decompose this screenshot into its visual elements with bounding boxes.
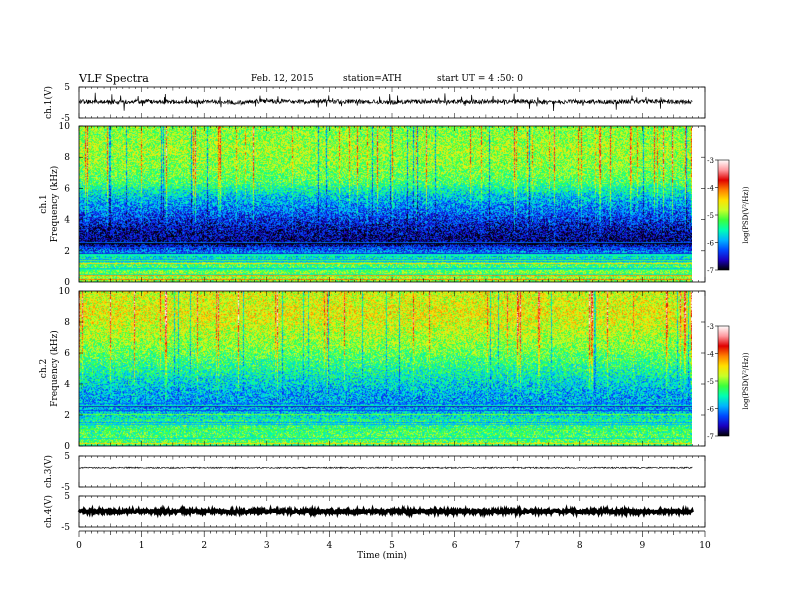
colorbar-tick-label: -5 [707, 212, 714, 220]
time-axis-tick-label: 7 [514, 541, 520, 551]
time-axis-tick-label: 6 [452, 541, 458, 551]
date-label: Feb. 12, 2015 [251, 74, 314, 84]
ylabel-ch1-waveform: ch.1(V) [43, 86, 54, 119]
time-axis-tick-label: 4 [327, 541, 333, 551]
channel-label-ch2-spectrogram: ch.2 [39, 359, 49, 378]
waveform-line-ch4-waveform [77, 504, 694, 519]
panel-frames [78, 86, 730, 537]
time-axis-tick-label: 5 [389, 541, 395, 551]
time-axis-label: Time (min) [357, 550, 407, 561]
time-axis-tick-label: 2 [201, 541, 207, 551]
colorbar-label-ch1-spectrogram: log(PSD(V²/Hz)) [742, 186, 750, 243]
colorbar-tick-label: -6 [707, 240, 714, 248]
colorbar-tick-label: -4 [707, 351, 714, 359]
y-tick-label-ch2-spectrogram: 8 [64, 318, 70, 328]
y-tick-label-ch1-spectrogram: 0 [64, 278, 70, 288]
y-tick-label-ch2-spectrogram: 2 [64, 411, 70, 421]
channel-label-ch1-spectrogram: ch.1 [39, 194, 49, 213]
colorbar-tick-label: -3 [707, 157, 714, 165]
y-tick-label-ch1-spectrogram: 8 [64, 153, 70, 163]
y-tick-label-ch4-waveform: 5 [64, 492, 70, 502]
colorbar-tick-label: -7 [707, 267, 714, 275]
y-tick-label-ch1-spectrogram: 2 [64, 247, 70, 257]
y-tick-label-ch1-spectrogram: 6 [64, 184, 70, 194]
y-tick-label-ch2-spectrogram: 4 [64, 380, 70, 390]
colorbar-tick-label: -5 [707, 378, 714, 386]
waveform-traces [77, 92, 694, 519]
y-tick-label-ch1-waveform: -5 [61, 114, 70, 124]
ylabel-ch4-waveform: ch.4(V) [43, 495, 54, 528]
y-tick-label-ch2-spectrogram: 0 [64, 442, 70, 452]
waveform-line-ch1-waveform [78, 92, 693, 111]
time-axis-tick-label: 3 [264, 541, 270, 551]
colorbar-ch2-spectrogram [717, 325, 730, 437]
colorbar-ch1-spectrogram [717, 159, 730, 271]
colorbar-tick-label: -6 [707, 406, 714, 414]
y-tick-label-ch1-waveform: 5 [64, 83, 70, 93]
ylabel-ch1-spectrogram: Frequency (kHz) [49, 166, 60, 243]
colorbar-tick-label: -7 [707, 433, 714, 441]
figure-title: VLF Spectra [79, 72, 149, 85]
y-tick-label-ch3-waveform: -5 [61, 483, 70, 493]
colorbar-tick-label: -4 [707, 185, 714, 193]
ylabel-ch2-spectrogram: Frequency (kHz) [49, 330, 60, 407]
ylabel-ch3-waveform: ch.3(V) [43, 455, 54, 488]
colorbar-tick-label: -3 [707, 323, 714, 331]
time-axis-tick-label: 0 [76, 541, 82, 551]
station-label: station=ATH [343, 74, 402, 84]
y-tick-label-ch2-spectrogram: 6 [64, 349, 70, 359]
time-axis-tick-label: 9 [640, 541, 646, 551]
start-time-label: start UT = 4 :50: 0 [437, 74, 523, 84]
time-axis-tick-label: 8 [577, 541, 583, 551]
time-axis-tick-label: 10 [699, 541, 711, 551]
y-tick-label-ch3-waveform: 5 [64, 452, 70, 462]
y-tick-label-ch1-spectrogram: 4 [64, 216, 70, 226]
spectrogram-image-ch2-spectrogram [79, 291, 692, 446]
colorbar-label-ch2-spectrogram: log(PSD(V²/Hz)) [742, 352, 750, 409]
time-axis-tick-label: 1 [139, 541, 145, 551]
y-tick-label-ch1-spectrogram: 10 [59, 122, 71, 132]
y-tick-label-ch4-waveform: -5 [61, 523, 70, 533]
spectrogram-image-ch1-spectrogram [79, 126, 692, 282]
waveform-line-ch3-waveform [78, 466, 693, 470]
spectrogram-images [79, 126, 692, 446]
y-tick-label-ch2-spectrogram: 10 [59, 287, 71, 297]
